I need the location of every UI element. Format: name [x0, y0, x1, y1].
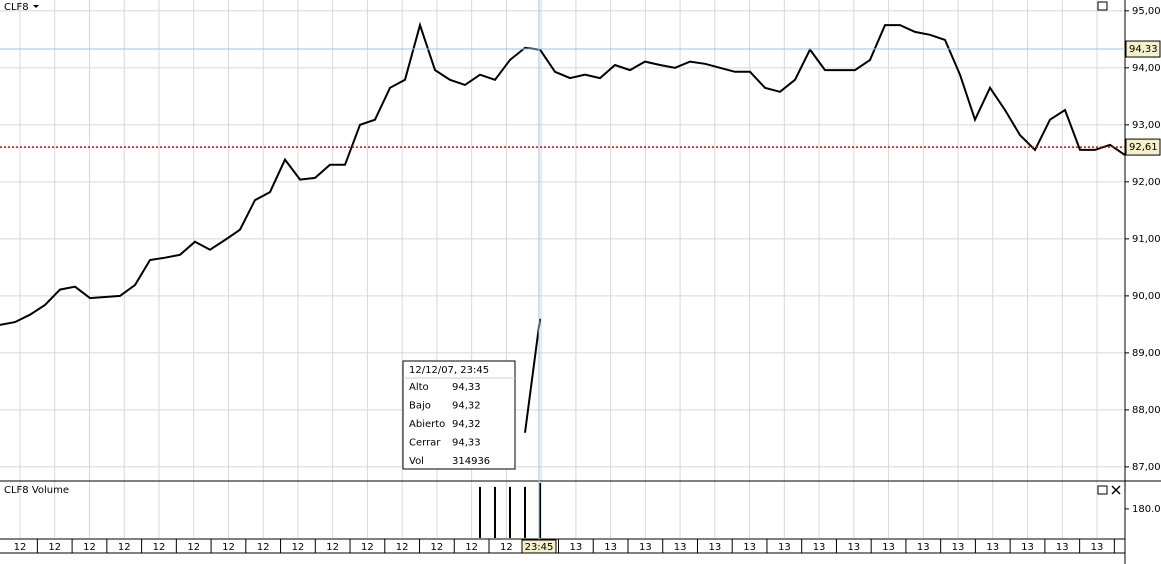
tooltip-key: Abierto [409, 419, 445, 430]
x-tick-label: 12 [396, 542, 409, 553]
x-tick-label: 12 [431, 542, 444, 553]
cursor-label: 23:45 [525, 542, 554, 553]
x-tick-label: 12 [326, 542, 339, 553]
x-tick-label: 12 [257, 542, 270, 553]
cursor-label-box [521, 539, 557, 554]
x-tick-label: 12 [153, 542, 166, 553]
x-tick-label: 13 [917, 542, 930, 553]
volume-title: CLF8 Volume [4, 485, 69, 496]
x-tick-label: 12 [465, 542, 478, 553]
x-tick-label: 13 [639, 542, 652, 553]
price-label-box [1125, 40, 1161, 58]
x-tick-label: 13 [778, 542, 791, 553]
x-tick-label: 12 [14, 542, 27, 553]
x-tick-label: 13 [570, 542, 583, 553]
tooltip-title: 12/12/07, 23:45 [409, 365, 489, 376]
tooltip-box [402, 360, 516, 470]
x-tick-label: 12 [292, 542, 305, 553]
price-label: 92,61 [1129, 142, 1158, 153]
price-line [0, 21, 1126, 326]
y-tick-label: 180.00 [1132, 504, 1161, 515]
chart-title: CLF8 [4, 2, 29, 13]
x-tick-label: 12 [118, 542, 131, 553]
price-label: 94,33 [1129, 44, 1158, 55]
x-tick-label: 13 [986, 542, 999, 553]
tooltip-key: Alto [409, 382, 429, 393]
y-tick-label: 92,00 [1132, 177, 1161, 188]
tooltip-key: Bajo [409, 401, 431, 412]
x-tick-label: 12 [48, 542, 61, 553]
volume-bar [509, 486, 511, 538]
tooltip-key: Vol [409, 456, 424, 467]
y-tick-label: 95,00 [1132, 6, 1161, 17]
maximize-button[interactable] [1097, 1, 1108, 11]
x-tick-label: 12 [361, 542, 374, 553]
x-tick-label: 13 [813, 542, 826, 553]
tooltip-value: 94,33 [452, 438, 481, 449]
maximize-button[interactable] [1097, 485, 1108, 495]
volume-bar [524, 486, 526, 538]
tooltip-value: 94,32 [452, 401, 481, 412]
x-tick-label: 13 [1056, 542, 1069, 553]
close-button[interactable] [1111, 485, 1121, 495]
volume-bar [539, 483, 541, 538]
price-line [524, 318, 541, 433]
x-tick-label: 12 [222, 542, 235, 553]
tooltip-value: 94,33 [452, 382, 481, 393]
tooltip-key: Cerrar [409, 438, 441, 449]
dropdown-icon[interactable] [33, 5, 39, 8]
volume-bar [479, 486, 481, 538]
x-tick-label: 12 [187, 542, 200, 553]
tooltip-value: 314936 [452, 456, 490, 467]
tooltip-value: 94,32 [452, 419, 481, 430]
x-tick-label: 13 [604, 542, 617, 553]
x-tick-label: 13 [674, 542, 687, 553]
x-tick-label: 13 [952, 542, 965, 553]
x-tick-label: 13 [708, 542, 721, 553]
marks [0, 21, 1126, 538]
price-label-box [1125, 138, 1161, 156]
y-tick-label: 93,00 [1132, 120, 1161, 131]
x-tick-label: 13 [847, 542, 860, 553]
y-tick-label: 87,00 [1132, 462, 1161, 473]
x-tick-label: 12 [83, 542, 96, 553]
x-tick-label: 12 [500, 542, 513, 553]
volume-bar [494, 486, 496, 538]
y-tick-label: 91,00 [1132, 234, 1161, 245]
y-tick-label: 90,00 [1132, 291, 1161, 302]
y-tick-label: 88,00 [1132, 405, 1161, 416]
y-tick-label: 94,00 [1132, 63, 1161, 74]
tooltip: 12/12/07, 23:45 Alto 94,33 Bajo 94,32 Abiert… [402, 360, 516, 470]
x-tick-label: 13 [1021, 542, 1034, 553]
x-tick-label: 13 [882, 542, 895, 553]
x-tick-label: 13 [1091, 542, 1104, 553]
y-tick-label: 89,00 [1132, 348, 1161, 359]
x-tick-label: 13 [743, 542, 756, 553]
